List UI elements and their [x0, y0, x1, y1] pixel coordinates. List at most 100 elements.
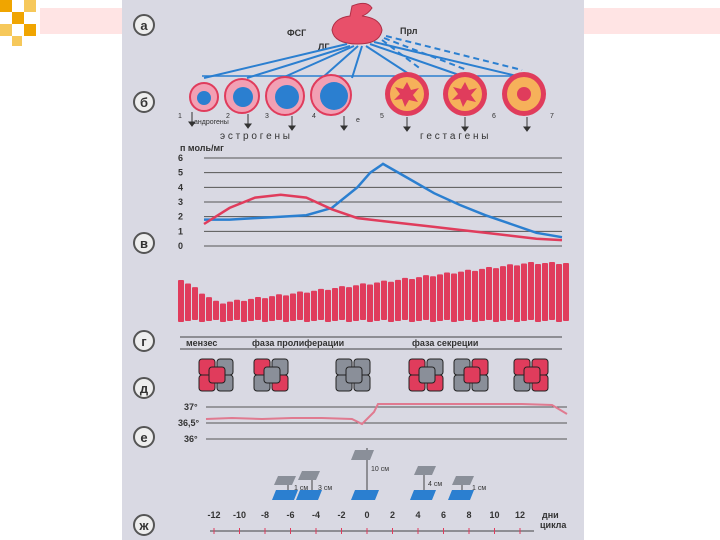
cell-groups [198, 358, 549, 392]
follicle-number-2: 2 [226, 113, 230, 120]
endometrium-cell [423, 275, 429, 320]
endometrium-cell [367, 284, 373, 322]
row-letter-e: е [133, 426, 155, 448]
svg-text:а: а [140, 18, 148, 33]
svg-text:г: г [141, 334, 147, 349]
endometrium-cell [500, 266, 506, 321]
follicle-1 [189, 82, 219, 112]
phase-labels: мензес фаза пролиферации фаза секреции [180, 336, 562, 350]
basal-temperature-line [205, 403, 568, 426]
cell-cluster-1 [198, 358, 234, 392]
follicle-number-3: 3 [265, 113, 269, 120]
endometrium-cell [248, 298, 254, 321]
day-tick-label: -8 [261, 510, 269, 520]
endometrium-cell [241, 300, 247, 322]
endometrium-cell [332, 288, 338, 321]
svg-text:е: е [140, 430, 147, 445]
follicle-number-4: 4 [312, 113, 316, 120]
cell [523, 366, 541, 384]
chart-ytick-label: 6 [178, 153, 183, 163]
chart-ytick-label: 2 [178, 212, 183, 222]
days-unit-line1: дни [542, 510, 559, 520]
endometrium-cell [255, 297, 261, 320]
temp-label-36: 36° [184, 434, 198, 444]
pituitary-gland [331, 2, 383, 45]
temp-label-365: 36,5° [178, 418, 200, 428]
cell-cluster-4 [408, 358, 444, 392]
chart-ytick-label: 3 [178, 197, 183, 207]
day-tick-label: 12 [515, 510, 525, 520]
endometrium-cell [353, 285, 359, 321]
follicle-number-6: 6 [492, 113, 496, 120]
endometrium-cell [199, 293, 205, 322]
cell [418, 366, 436, 384]
endometrium-cell [388, 281, 394, 322]
endometrium-cell [206, 297, 212, 321]
chart-ylabel: п моль/мг [180, 143, 224, 153]
endometrium-cell [528, 262, 534, 320]
endometrium-cell [395, 279, 401, 321]
follicle-number-1: 1 [178, 113, 182, 120]
day-tick-label: 8 [466, 510, 471, 520]
endometrium-cell [493, 268, 499, 322]
phase-proliferation: фаза пролиферации [252, 338, 344, 348]
endometrium-cell [311, 290, 317, 321]
slide-corner-square-6 [12, 36, 22, 46]
endometrium-cell [269, 296, 275, 321]
mucus-label-10cm: 10 см [371, 466, 389, 473]
row-letter-b: б [133, 91, 155, 113]
endometrium-cell [276, 294, 282, 320]
cell-cluster-5 [453, 358, 489, 392]
e-label: е [356, 117, 360, 124]
androgens-label: андрогены [194, 119, 229, 126]
day-tick-label: 10 [489, 510, 499, 520]
follicle-number-7: 7 [550, 113, 554, 120]
endometrium-cell [409, 279, 415, 322]
day-tick-label: -10 [233, 510, 246, 520]
endometrium-band [178, 262, 569, 322]
endometrium-cell [444, 272, 450, 320]
endometrium-cell [507, 264, 513, 320]
endometrium-cell [360, 283, 366, 320]
mucus-label-1cm-right: 1 см [472, 485, 486, 492]
endometrium-cell [346, 287, 352, 322]
hormone-chart: п моль/мг 0 1 2 3 4 5 6 [178, 143, 563, 251]
endometrium-cell [234, 299, 240, 320]
svg-text:д: д [140, 381, 149, 396]
basal-temperature-chart: 37° 36,5° 36° [178, 402, 568, 444]
endometrium-cell [304, 292, 310, 322]
cell [208, 366, 226, 384]
endometrium-cell [381, 280, 387, 320]
follicle-number-5: 5 [380, 113, 384, 120]
slide-corner-square-4 [0, 24, 12, 36]
endometrium-cell [542, 263, 548, 321]
endometrium-cell [402, 277, 408, 320]
endometrium-cell [458, 271, 464, 321]
day-tick-label: 4 [415, 510, 420, 520]
mucus-tests: 10 см 3 см 1 см 4 см 1 см [272, 448, 486, 500]
svg-text:б: б [140, 95, 148, 110]
cell [263, 366, 281, 384]
slide-corner-square-3 [24, 0, 36, 12]
endometrium-cell [437, 274, 443, 321]
cell-cluster-3 [335, 358, 371, 392]
cell-cluster-6 [513, 358, 549, 392]
endometrium-cell [465, 269, 471, 320]
endometrium-cell [549, 262, 555, 320]
day-tick-label: -4 [312, 510, 320, 520]
endometrium-cell [556, 264, 562, 322]
endometrium-cell [185, 283, 191, 321]
endometrium-cell [563, 263, 569, 321]
endometrium-cell [262, 298, 268, 322]
row-letter-d: д [133, 377, 155, 399]
endometrium-cell [297, 291, 303, 320]
mucus-label-4cm: 4 см [428, 481, 442, 488]
chart-ytick-label: 1 [178, 226, 183, 236]
endometrium-cell [486, 267, 492, 320]
cell [345, 366, 363, 384]
svg-text:в: в [140, 236, 148, 251]
days-unit-line2: цикла [540, 520, 567, 530]
row-letter-a: а [133, 14, 155, 36]
day-tick-label: -2 [337, 510, 345, 520]
mucus-label-1cm-left: 1 см [294, 485, 308, 492]
